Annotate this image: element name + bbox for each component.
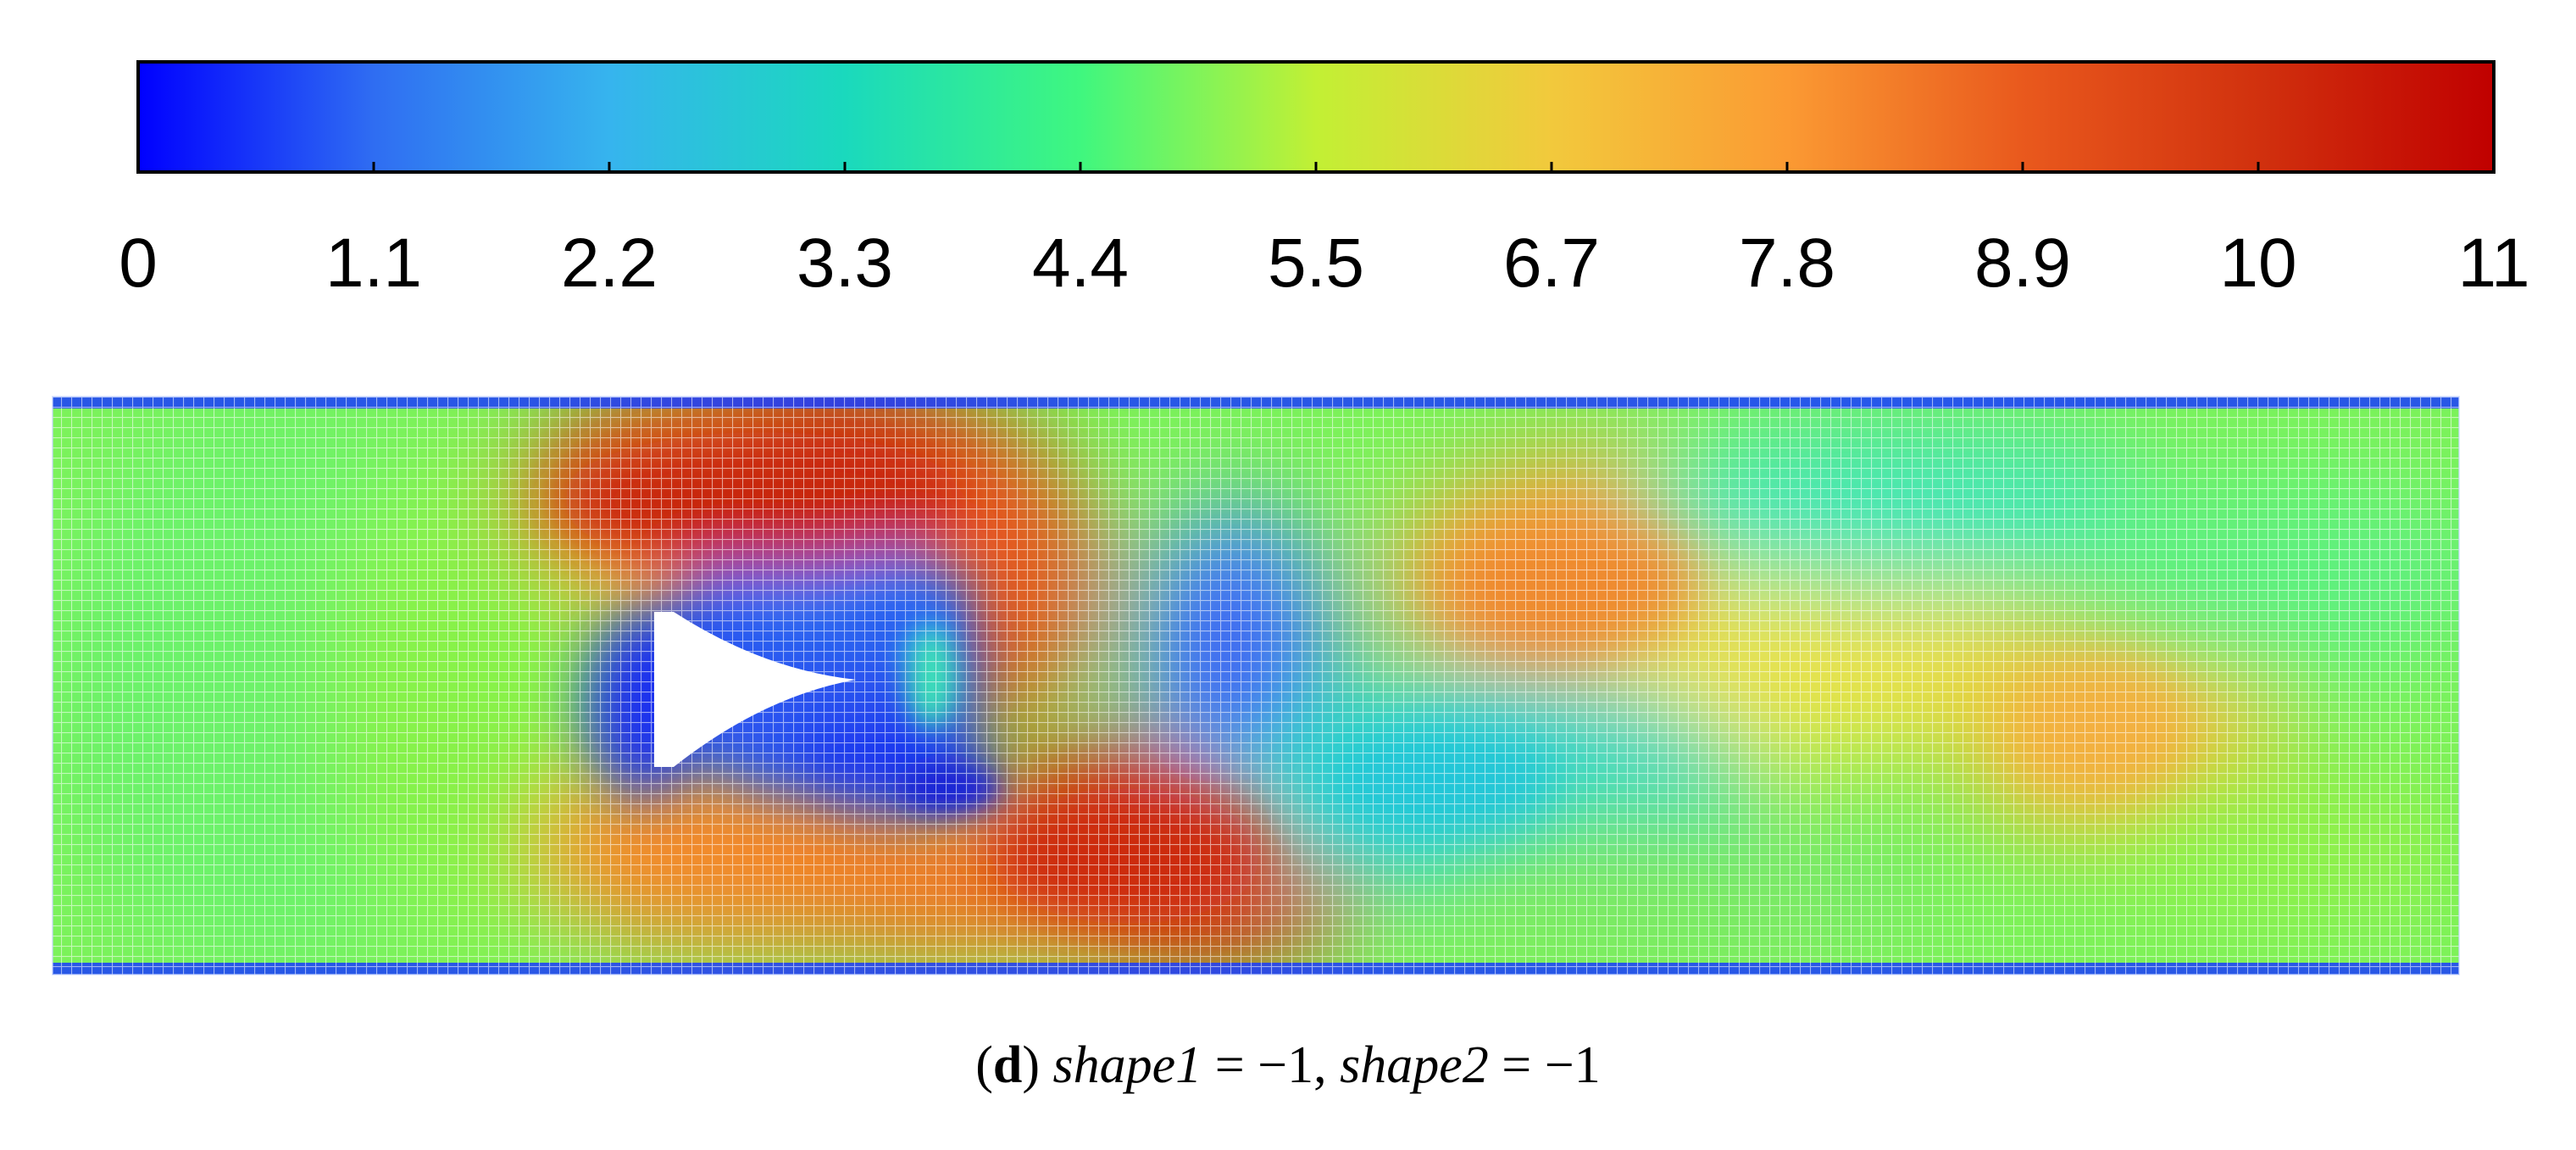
- caption-val1: −1: [1257, 1036, 1314, 1094]
- colorbar-tick-label: 4.4: [1032, 225, 1129, 302]
- caption-letter: d: [992, 1036, 1023, 1094]
- colorbar-tick-label: 1.1: [325, 225, 422, 302]
- colorbar-tick-label: 7.8: [1739, 225, 1835, 302]
- colorbar: 0 1.1 2.2 3.3 4.4 5.5 6.7 7.8 8.9 10 11: [119, 60, 2530, 302]
- colorbar-tick-label: 3.3: [797, 225, 893, 302]
- caption-var2: shape2: [1340, 1036, 1489, 1094]
- colorbar-tick-labels: 0 1.1 2.2 3.3 4.4 5.5 6.7 7.8 8.9 10 11: [119, 225, 2529, 302]
- caption-val2: −1: [1544, 1036, 1601, 1094]
- colorbar-tick-label: 0: [119, 225, 158, 302]
- colorbar-tick-label: 11: [2457, 225, 2529, 302]
- flow-field: [53, 397, 2459, 975]
- channel-outline: [52, 396, 2460, 975]
- colorbar-tick-label: 10: [2219, 225, 2296, 302]
- colorbar-tick-label: 8.9: [1974, 225, 2071, 302]
- figure-caption: (d) shape1 = −1, shape2 = −1: [975, 1036, 1601, 1094]
- colorbar-gradient: [136, 60, 2496, 174]
- colorbar-tick-label: 5.5: [1268, 225, 1364, 302]
- colorbar-tick-label: 6.7: [1503, 225, 1600, 302]
- colorbar-ticks: [136, 162, 2496, 172]
- caption-var1: shape1: [1052, 1036, 1202, 1094]
- colorbar-tick-label: 2.2: [561, 225, 658, 302]
- bluff-body: [654, 612, 856, 767]
